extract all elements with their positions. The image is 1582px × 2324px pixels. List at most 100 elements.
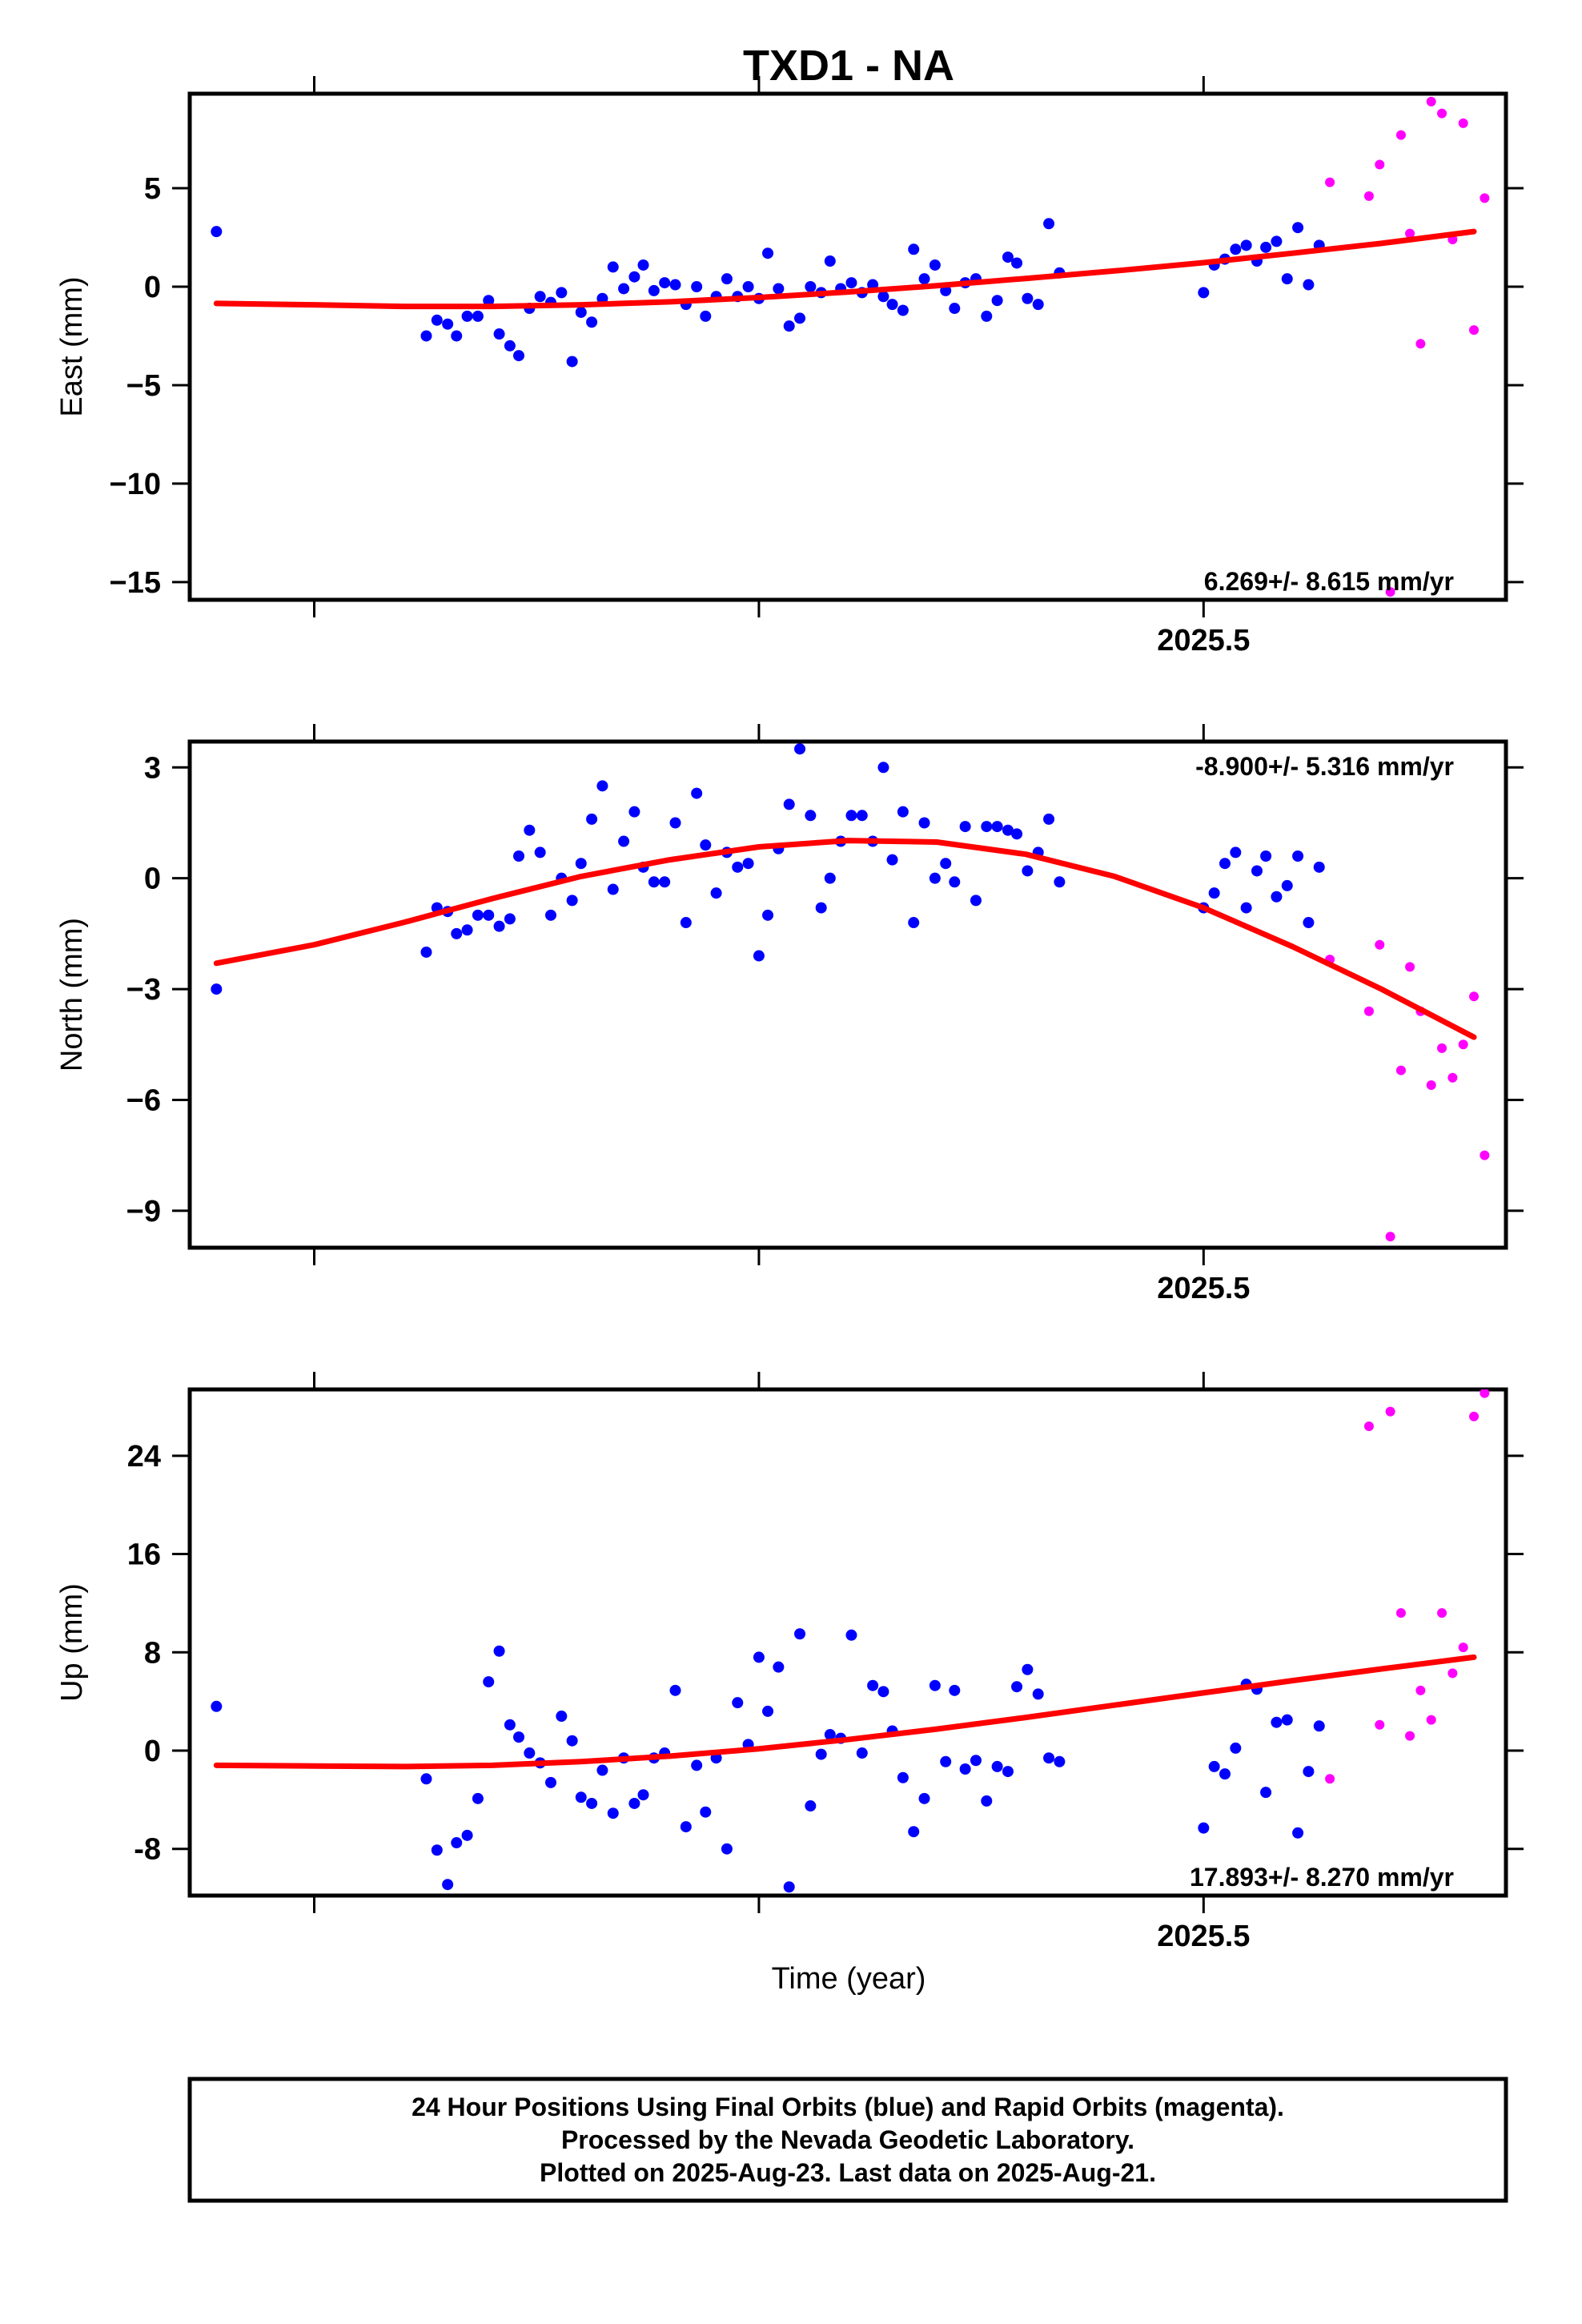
east-final-point (700, 310, 712, 322)
east-final-point (762, 247, 774, 259)
up-final-point (949, 1684, 961, 1696)
up-y-tick-label: 24 (127, 1440, 161, 1474)
up-final-point (908, 1826, 920, 1838)
north-final-point (1022, 865, 1034, 877)
east-final-point (949, 303, 961, 315)
north-final-point (929, 872, 941, 884)
east-y-tick-label: −10 (110, 468, 161, 501)
north-y-tick-label: −3 (126, 973, 161, 1007)
north-final-point (566, 895, 578, 907)
north-rapid-point (1395, 1065, 1406, 1076)
north-final-point (981, 821, 993, 833)
north-fit-line (213, 838, 1477, 1040)
north-final-point (815, 902, 827, 914)
north-final-point (805, 810, 817, 822)
east-panel: 5 0 −5 −10 −15 2025.5 East (mm) 6.269+/- 8.615 … (55, 76, 1524, 657)
north-final-point (1230, 846, 1242, 858)
east-final-point (691, 280, 703, 292)
north-final-point (628, 806, 640, 818)
up-rapid-point (1469, 1411, 1480, 1421)
north-final-point (420, 946, 432, 958)
north-final-point (586, 813, 598, 825)
up-final-point (1032, 1688, 1044, 1700)
north-rapid-point (1385, 1232, 1395, 1242)
north-final-point (732, 861, 744, 873)
east-final-point (420, 330, 432, 342)
east-final-point (1011, 257, 1023, 269)
up-final-point (929, 1679, 941, 1691)
up-final-point (959, 1763, 971, 1775)
up-final-point (451, 1837, 463, 1849)
up-panel: 24 16 8 0 -8 2025.5 Up (mm) 17.893+/- 8.270 mm/… (55, 1372, 1524, 1953)
east-rapid-point (1363, 191, 1374, 201)
north-final-point (680, 917, 692, 929)
east-final-point (1230, 243, 1242, 255)
north-final-point (783, 798, 795, 810)
x-axis-label: Time (year) (772, 1962, 926, 1996)
up-rapid-point (1325, 1774, 1335, 1784)
up-final-point (461, 1829, 473, 1841)
east-final-point (981, 310, 993, 322)
north-final-point (483, 909, 495, 921)
east-final-point (877, 291, 889, 303)
up-final-point (556, 1711, 568, 1723)
east-rapid-point (1426, 96, 1436, 107)
north-rapid-point (1405, 962, 1415, 972)
east-rapid-point (1375, 159, 1385, 170)
east-final-point (211, 226, 223, 238)
east-final-point (534, 291, 546, 303)
north-final-point (710, 887, 722, 899)
north-final-point (918, 817, 930, 829)
east-final-point (566, 356, 578, 368)
north-final-point (1281, 879, 1293, 891)
up-final-point (991, 1760, 1003, 1772)
up-final-point (1219, 1768, 1231, 1780)
north-final-point (959, 821, 971, 833)
up-y-tick-label: -8 (134, 1833, 161, 1867)
up-final-point (824, 1729, 836, 1741)
north-final-point (493, 920, 505, 932)
up-y-tick-label: 16 (127, 1538, 161, 1572)
east-fit-line (213, 228, 1477, 310)
up-final-point (783, 1881, 795, 1893)
north-y-axis-label: North (mm) (55, 918, 89, 1072)
north-final-point (1054, 876, 1066, 888)
up-final-point (1208, 1760, 1220, 1772)
north-final-point (607, 883, 619, 895)
up-rapid-point (1426, 1715, 1436, 1725)
north-final-point (669, 817, 681, 829)
up-rapid-point (1480, 1389, 1490, 1398)
up-final-point (845, 1629, 857, 1641)
up-rapid-point (1363, 1421, 1374, 1432)
east-final-point (575, 306, 587, 318)
up-y-tick-label: 0 (144, 1735, 161, 1768)
east-final-point (618, 283, 630, 295)
east-final-point (504, 340, 516, 352)
north-rapid-point (1447, 1072, 1458, 1083)
north-final-point (648, 876, 660, 888)
up-rapid-point (1405, 1731, 1415, 1741)
up-final-point (815, 1748, 827, 1760)
east-final-point (607, 261, 619, 273)
east-final-point (472, 310, 484, 322)
up-final-point (1011, 1681, 1023, 1693)
north-final-point (845, 810, 857, 822)
north-final-point (949, 876, 961, 888)
north-final-point (211, 983, 223, 995)
up-final-point (794, 1628, 806, 1640)
east-final-point (721, 273, 733, 285)
up-rapid-point (1458, 1642, 1468, 1653)
east-rapid-point (1405, 228, 1415, 239)
caption-line-3: Plotted on 2025-Aug-23. Last data on 202… (540, 2158, 1156, 2187)
up-final-point (805, 1800, 817, 1812)
north-final-point (970, 895, 982, 907)
north-final-point (504, 913, 516, 925)
up-final-point (493, 1645, 505, 1657)
up-final-point (607, 1807, 619, 1819)
up-final-point (1303, 1766, 1315, 1778)
east-rapid-point (1385, 587, 1395, 597)
north-rapid-point (1426, 1080, 1436, 1091)
up-final-point (1022, 1663, 1034, 1675)
up-final-point (637, 1789, 649, 1801)
east-rapid-point (1437, 108, 1447, 119)
